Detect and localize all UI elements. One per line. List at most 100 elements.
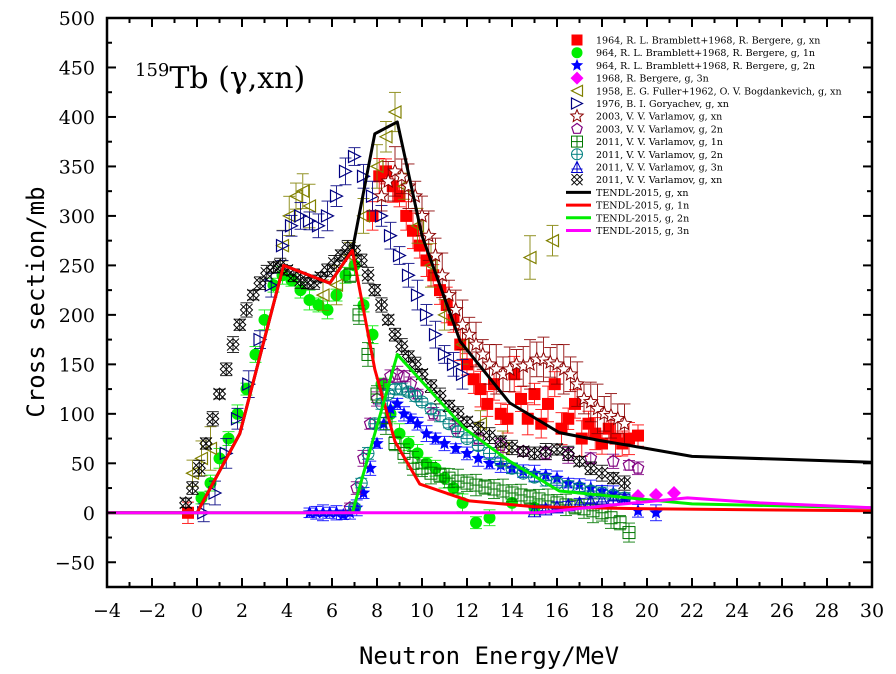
x-cross-b [595,466,609,480]
x-cross-b [368,283,382,297]
triangle-left-marker [410,218,425,233]
x-cross-marker [239,303,254,317]
x-cross-diamond [300,276,314,290]
circle-marker [285,274,298,287]
x-cross-marker [572,454,587,469]
legend-item: TENDL-2015, g, xn [566,188,689,199]
star-marker [437,436,452,450]
star-marker [449,441,463,455]
axes: −4 −2 0 2 4 6 8 10 12 14 16 18 20 22 24 26 28 30−50050100… [55,8,884,622]
pentagon-marker [404,377,418,390]
star-marker [380,173,397,188]
x-cross-diamond [179,496,193,510]
x-cross-b [233,318,247,332]
square-marker [467,373,480,386]
square-cross-marker [586,504,600,518]
x-cross-marker [494,434,508,449]
legend-label: 2011, V. V. Varlamov, g, 3n [596,163,723,174]
x-cross-b [618,476,631,490]
x-cross-diamond [374,298,389,312]
x-cross-diamond [320,263,335,278]
x-cross-b [424,379,438,393]
circle-cross-marker [402,385,415,399]
x-cross-diamond [401,349,416,364]
x-tick-label: 0 [191,600,203,622]
diamond-marker [570,71,584,85]
circle-cross-marker [460,432,474,446]
triangle-right-marker [320,208,335,223]
x-cross-b [294,273,307,287]
triangle-right-marker [383,228,398,243]
y-tick-label: −50 [55,552,95,574]
x-axis-title: Neutron Energy/MeV [359,642,619,670]
x-cross-diamond [273,258,287,273]
triangle-right-marker [401,268,416,283]
y-tick-label: 150 [59,354,95,376]
square-marker [366,209,379,222]
error-bar [348,147,361,166]
x-cross-b [267,261,280,274]
annotation-text: Tb (γ,xn) [169,61,305,96]
pentagon-marker [631,461,645,474]
triangle-right-marker [374,208,389,223]
x-cross-b [483,429,496,442]
y-tick-label: 350 [59,156,95,178]
x-cross-b [260,266,274,280]
x-cross-marker [527,446,542,461]
legend-item: TENDL-2015, g, 3n [566,226,689,237]
x-cross-diamond [368,283,382,297]
star-marker [397,406,411,420]
circle-marker [312,298,325,311]
error-bar [438,345,451,364]
x-cross-marker [293,273,308,287]
x-cross-b [442,399,456,413]
x-cross-marker [192,461,206,475]
x-cross-marker [584,461,598,475]
x-cross-b [240,303,253,317]
x-cross-b [539,445,553,458]
x-cross-marker [561,446,575,461]
x-cross-diamond [219,362,233,377]
circle-marker [483,511,496,524]
plot-area [107,91,872,543]
legend-label: 1958, E. G. Fuller+1962, O. V. Bogdankev… [596,86,842,97]
x-cross-b [273,259,287,272]
x-tick-label: 2 [236,600,248,622]
x-cross-diamond [561,446,575,461]
star-marker [474,346,491,362]
diamond-marker [667,485,681,500]
square-marker [542,397,554,410]
triangle-left-marker [295,184,310,199]
star-marker [468,336,484,352]
x-tick-label: 28 [815,600,839,622]
x-cross-b [395,340,409,353]
triangle-left-marker [387,105,402,119]
star-marker [570,58,584,71]
pentagon-marker [411,387,424,400]
square-cross-marker [433,468,447,482]
triangle-left-marker [570,84,584,98]
x-cross-b [199,437,213,450]
x-tick-label: 10 [410,600,434,622]
triangle-right-marker [293,208,308,223]
series-2 [302,396,663,522]
triangle-right-marker [242,377,257,392]
square-marker [571,34,583,46]
line-series-tendl-2015-g-1n [107,249,872,515]
x-cross-diamond [494,434,508,449]
x-cross-marker [233,318,247,332]
x-cross-b [213,387,226,401]
legend-label: TENDL-2015, g, 3n [596,226,689,237]
star-marker [454,316,471,332]
x-cross-diamond [287,268,301,282]
error-bar [456,358,469,390]
triangle-right-marker [410,288,425,303]
legend-label: 2011, V. V. Varlamov, g, xn [596,175,722,186]
triangle-left-marker [356,208,371,223]
x-cross-diamond [361,268,375,282]
x-cross-marker [505,440,519,455]
triangle-left-marker [302,199,317,213]
triangle-right-marker [570,97,584,110]
x-cross-marker [266,260,281,275]
x-cross-diamond [482,428,497,443]
